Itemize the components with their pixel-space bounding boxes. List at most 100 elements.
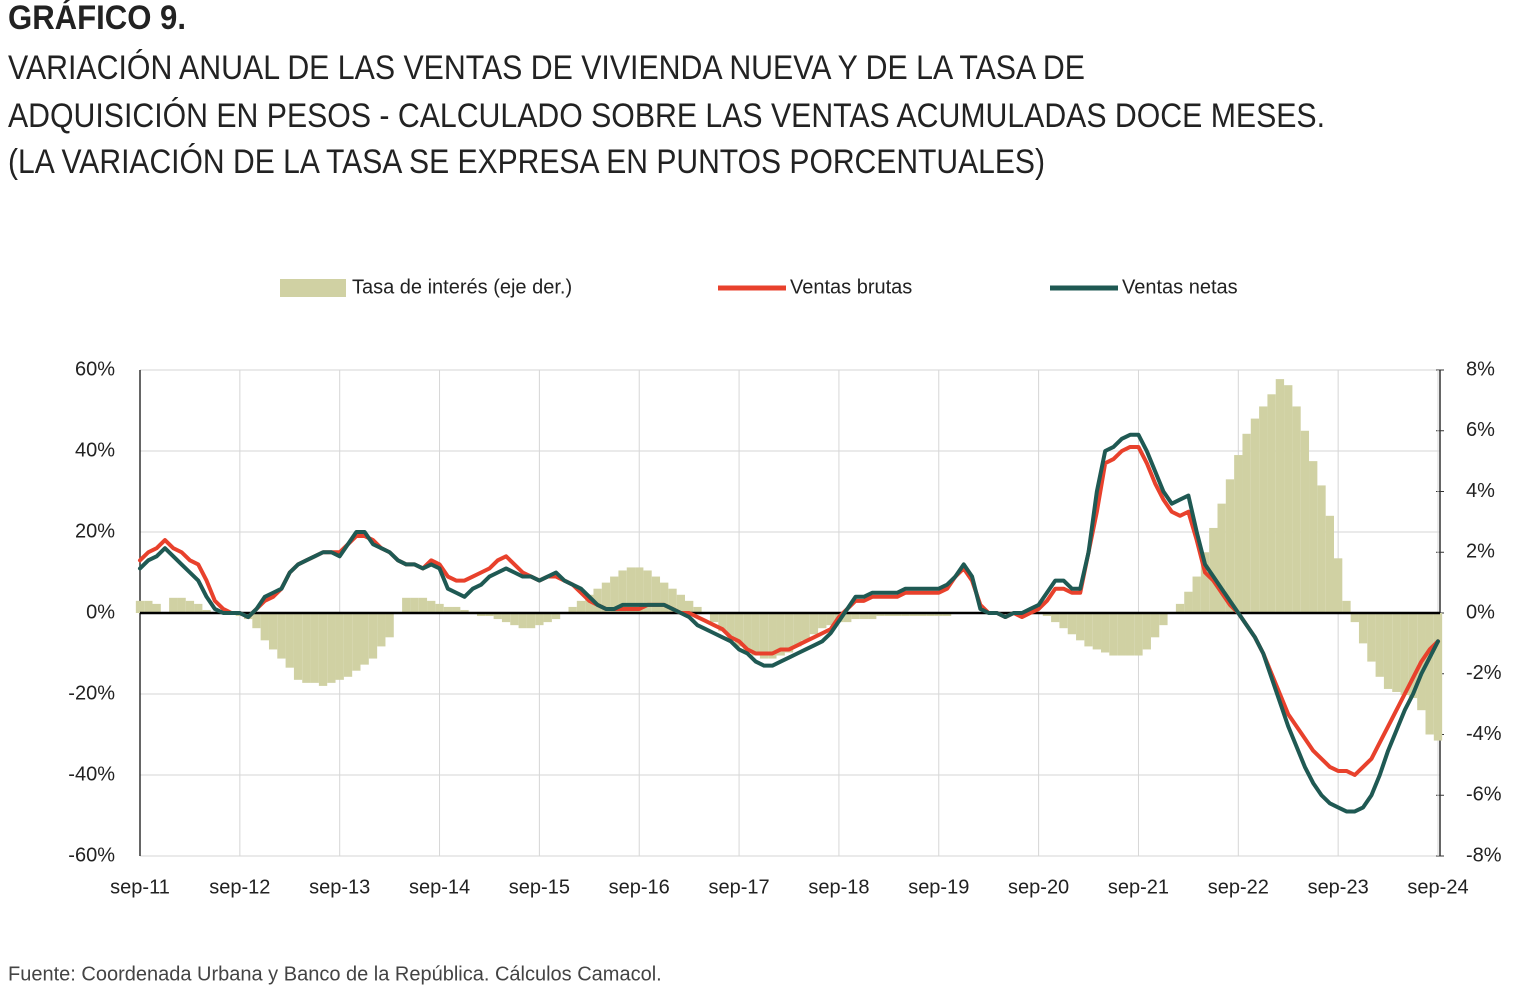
bar <box>676 594 685 613</box>
x-tick-label: sep-24 <box>1407 876 1468 898</box>
x-tick-label: sep-15 <box>509 876 570 898</box>
bar <box>1367 613 1376 662</box>
bar <box>1217 503 1226 613</box>
bar <box>1333 558 1343 613</box>
bar <box>1200 552 1210 613</box>
bar <box>1142 613 1151 650</box>
bar <box>709 613 719 623</box>
bar <box>1175 603 1185 613</box>
bar <box>202 609 211 613</box>
bar <box>901 613 910 617</box>
x-tick-label: sep-20 <box>1008 876 1069 898</box>
y2-tick-label: 6% <box>1466 419 1495 441</box>
bar <box>302 613 311 683</box>
bar <box>1209 527 1218 613</box>
x-tick-label: sep-17 <box>708 876 769 898</box>
bar <box>743 613 752 653</box>
bar <box>476 613 486 617</box>
line-series <box>138 432 1440 814</box>
bar <box>818 613 827 629</box>
y2-tick-label: -8% <box>1466 844 1502 866</box>
y-tick-label: 60% <box>75 358 115 380</box>
bar <box>518 613 527 629</box>
bar <box>152 603 161 613</box>
bar <box>1250 418 1260 613</box>
bar <box>1101 613 1110 653</box>
bar <box>635 567 644 613</box>
bar <box>485 613 494 617</box>
bar <box>385 613 394 638</box>
bar <box>759 613 769 659</box>
bar <box>343 613 353 677</box>
bar <box>942 613 952 617</box>
bar <box>809 613 819 635</box>
line-series <box>138 444 1440 777</box>
bar <box>310 613 319 683</box>
bar <box>1383 613 1393 689</box>
bar <box>1225 479 1235 613</box>
legend-label: Ventas netas <box>1122 276 1238 298</box>
bar <box>318 613 328 686</box>
bar <box>185 600 195 613</box>
bar <box>1400 613 1409 696</box>
bar <box>335 613 344 680</box>
y2-tick-label: -6% <box>1466 784 1502 806</box>
bar <box>610 576 619 613</box>
bar <box>909 613 918 617</box>
bar <box>551 613 561 620</box>
bar <box>868 613 877 620</box>
legend-label: Tasa de interés (eje der.) <box>352 276 572 298</box>
x-tick-label: sep-12 <box>209 876 270 898</box>
bar <box>1325 515 1334 613</box>
bar <box>601 582 611 613</box>
bar <box>1117 613 1126 656</box>
bar <box>460 609 469 613</box>
bar <box>1317 485 1326 613</box>
chart-title: GRÁFICO 9. <box>8 0 186 37</box>
x-tick-label: sep-22 <box>1208 876 1269 898</box>
y-tick-label: 20% <box>75 520 115 542</box>
y-tick-label: -40% <box>68 763 115 785</box>
bar <box>626 567 636 613</box>
bar <box>452 606 461 613</box>
bar <box>1350 613 1359 623</box>
bar <box>1150 613 1160 638</box>
bar <box>1192 576 1201 613</box>
bar <box>668 588 677 613</box>
y-tick-label: 0% <box>86 601 115 623</box>
bar <box>1076 613 1085 641</box>
bar <box>368 613 378 659</box>
bar <box>352 613 361 671</box>
y2-tick-label: -4% <box>1466 723 1502 745</box>
bar <box>585 594 594 613</box>
bar <box>784 613 794 653</box>
bar <box>660 582 669 613</box>
bar <box>194 603 203 613</box>
bar <box>1259 406 1268 613</box>
bar <box>718 613 727 632</box>
x-tick-label: sep-14 <box>409 876 470 898</box>
chart-subtitle: ADQUISICIÓN EN PESOS - CALCULADO SOBRE L… <box>8 97 1325 135</box>
bar <box>510 613 519 626</box>
bar <box>1275 379 1285 613</box>
bar <box>1059 613 1068 629</box>
bar <box>252 613 261 629</box>
bar <box>1392 613 1401 692</box>
bar <box>277 613 286 659</box>
bar <box>410 597 419 613</box>
bar <box>1284 385 1293 613</box>
bar <box>427 600 436 613</box>
bar <box>1125 613 1135 656</box>
bar <box>1433 613 1443 741</box>
bar <box>843 613 852 623</box>
bar <box>1234 455 1243 613</box>
bar <box>576 600 586 613</box>
bar <box>493 613 502 620</box>
bar <box>618 570 627 613</box>
chart-subtitle: VARIACIÓN ANUAL DE LAS VENTAS DE VIVIEND… <box>8 49 1085 87</box>
y2-tick-label: -2% <box>1466 662 1502 684</box>
bar <box>793 613 802 647</box>
bar <box>526 613 536 629</box>
bar <box>593 588 602 613</box>
